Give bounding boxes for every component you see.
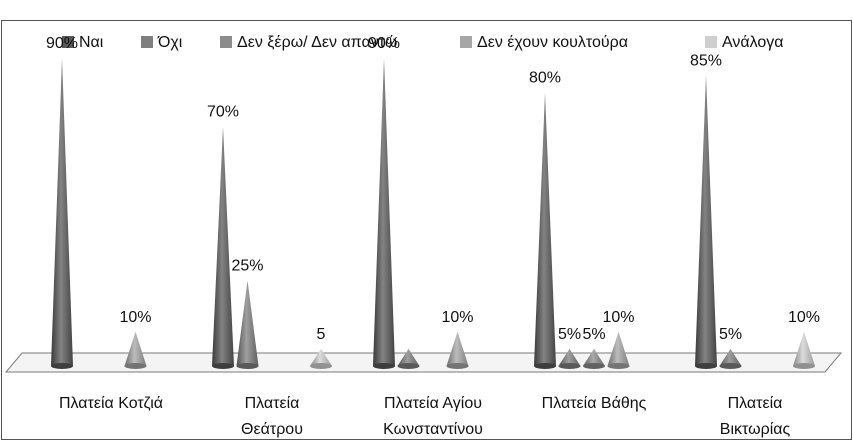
x-tick-label: Πλατεία Βάθης <box>542 395 647 412</box>
cone-body <box>51 58 73 366</box>
cone-base <box>310 363 332 369</box>
legend-label: Ανάλογα <box>722 34 784 51</box>
legend-label: Δεν έχουν κουλτούρα <box>477 34 628 51</box>
cone-base <box>124 363 147 369</box>
x-tick-label: Κωνσταντίνου <box>383 421 483 438</box>
legend-item: Όχι <box>141 34 183 51</box>
data-label: 90% <box>368 35 400 52</box>
legend-swatch <box>220 36 232 48</box>
cone-mark <box>236 280 259 369</box>
x-tick-label: Θεάτρου <box>241 421 303 438</box>
cone-mark <box>212 126 234 369</box>
cone-body <box>212 126 234 366</box>
cone-mark <box>397 348 420 369</box>
legend-label: Όχι <box>157 34 183 51</box>
cone-base <box>583 363 605 369</box>
cone-base <box>51 363 73 369</box>
cone-mark <box>310 348 332 369</box>
cone-body <box>373 58 395 366</box>
cone-body <box>695 75 717 367</box>
legend-swatch <box>460 36 472 48</box>
cone-body <box>236 280 259 366</box>
data-label: 80% <box>529 69 561 86</box>
legend-item: Δεν έχουν κουλτούρα <box>460 34 628 51</box>
legend-swatch <box>705 36 717 48</box>
cone-mark <box>607 331 630 369</box>
cone-base <box>373 363 395 369</box>
data-label: 10% <box>788 309 820 326</box>
cone-body <box>793 331 815 366</box>
data-label: 5% <box>582 326 605 343</box>
cone-body <box>124 331 147 366</box>
cone-base <box>695 363 717 369</box>
cone-base <box>212 363 234 369</box>
cone-base <box>446 363 469 369</box>
cone-base <box>534 363 556 369</box>
cone-body <box>446 331 469 366</box>
legend-label: Ναι <box>79 34 104 51</box>
legend-item: Ναι <box>62 34 104 51</box>
x-tick-label: Πλατεία Αγίου <box>384 395 482 412</box>
legend-item: Ανάλογα <box>705 34 784 51</box>
legend: Ναι Όχι Δεν ξέρω/ Δεν απαντώ Δεν έχουν κουλ… <box>62 34 784 51</box>
x-tick-label: Βικτωρίας <box>720 421 791 438</box>
legend-item: Δεν ξέρω/ Δεν απαντώ <box>220 34 397 51</box>
cone-body <box>583 348 605 366</box>
cone-body <box>607 331 630 366</box>
data-labels: 90%10%70%25%590%10%80%5% 5%10%85%5%10% <box>46 35 820 343</box>
x-tick-label: Πλατεία Κοτζιά <box>59 395 163 412</box>
data-label: 25% <box>231 258 263 275</box>
legend-swatch <box>62 36 74 48</box>
cone-base <box>793 363 815 369</box>
data-label: 5% <box>558 326 581 343</box>
cone-mark <box>446 331 469 369</box>
data-label: 10% <box>441 309 473 326</box>
cone-base <box>607 363 630 369</box>
cone-body <box>310 348 332 366</box>
cone-base <box>558 363 581 369</box>
chart-border <box>1 20 852 440</box>
x-tick-label: Πλατεία <box>245 395 300 412</box>
cone-mark <box>719 348 742 369</box>
cone-mark <box>373 58 395 369</box>
legend-swatch <box>141 36 153 48</box>
data-label: 70% <box>207 104 239 121</box>
cone-body <box>719 348 742 366</box>
data-label: 85% <box>690 52 722 69</box>
x-axis-labels: Πλατεία Κοτζιά Πλατεία Θεάτρου Πλατεία Αγίο… <box>59 395 791 438</box>
cone-base <box>236 363 259 369</box>
data-label: 5 <box>317 326 326 343</box>
cone-mark <box>558 348 581 369</box>
cone-mark <box>534 92 556 369</box>
cone-base <box>397 363 420 369</box>
data-label: 10% <box>602 309 634 326</box>
cone-mark <box>51 58 73 369</box>
cone-mark <box>695 75 717 369</box>
cone-body <box>558 348 581 366</box>
data-label: 90% <box>46 35 78 52</box>
data-label: 10% <box>119 309 151 326</box>
cone-mark <box>124 331 147 369</box>
cone-body <box>397 348 420 366</box>
cone-mark <box>793 331 815 369</box>
data-label: 5% <box>719 326 742 343</box>
cone-mark <box>583 348 605 369</box>
cone-body <box>534 92 556 367</box>
x-tick-label: Πλατεία <box>728 395 783 412</box>
cone-base <box>719 363 742 369</box>
legend-label: Δεν ξέρω/ Δεν απαντώ <box>237 34 397 51</box>
plot-area <box>51 58 815 369</box>
